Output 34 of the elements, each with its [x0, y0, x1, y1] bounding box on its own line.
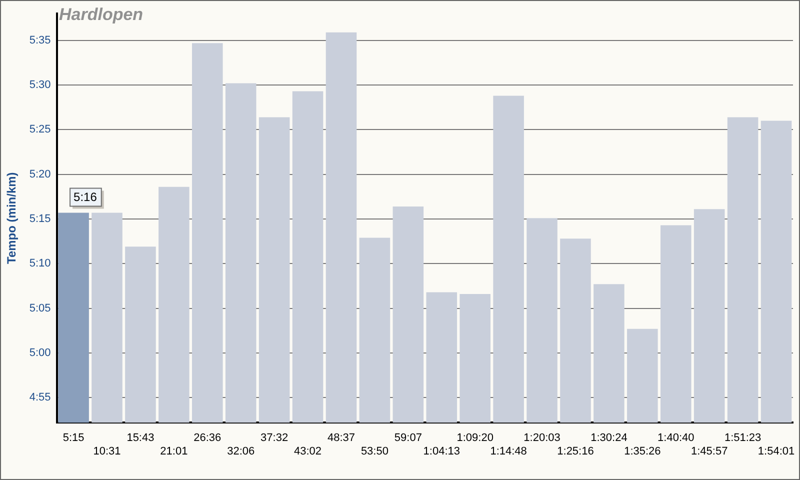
- y-tick-label: 5:00: [29, 346, 51, 359]
- y-tick-label: 5:15: [29, 213, 51, 226]
- y-tick-label: 5:35: [29, 34, 51, 46]
- x-tick-label: 26:36: [194, 432, 222, 444]
- x-tick-label: 32:06: [227, 445, 255, 458]
- y-tick-label: 5:05: [29, 302, 51, 314]
- x-tick-label: 1:20:03: [524, 432, 560, 444]
- x-tick-label: 37:32: [260, 432, 288, 444]
- annotation: 5:16: [74, 190, 98, 204]
- x-tick-label: 15:43: [126, 432, 154, 444]
- x-tick-label: 5:15: [62, 432, 84, 444]
- y-tick-label: 5:10: [29, 258, 51, 270]
- x-tick-label: 1:14:48: [490, 445, 527, 458]
- y-tick-label: 5:20: [29, 168, 51, 180]
- x-tick-label: 43:02: [294, 445, 322, 458]
- y-tick-label: 5:30: [29, 79, 51, 92]
- y-tick-label: 5:25: [29, 124, 51, 136]
- x-tick-label: 21:01: [160, 445, 188, 458]
- chart-title: Hardlopen: [59, 5, 144, 25]
- x-tick-label: 1:54:01: [758, 445, 795, 458]
- x-tick-label: 59:07: [394, 432, 422, 444]
- x-tick-label: 1:25:16: [557, 445, 594, 458]
- y-axis-title: Tempo (min/km): [4, 172, 19, 264]
- x-tick-label: 1:30:24: [590, 432, 628, 444]
- x-tick-label: 53:50: [360, 445, 388, 458]
- x-tick-label: 1:40:40: [658, 432, 694, 444]
- x-tick-label: 1:09:20: [456, 432, 494, 444]
- x-tick-label: 1:51:23: [724, 432, 762, 444]
- x-tick-label: 1:04:13: [423, 445, 460, 458]
- x-tick-label: 48:37: [327, 432, 356, 444]
- x-tick-label: 1:45:57: [690, 445, 728, 458]
- x-tick-label: 10:31: [93, 445, 121, 458]
- y-tick-label: 4:55: [29, 392, 51, 404]
- x-tick-label: 1:35:26: [624, 445, 661, 458]
